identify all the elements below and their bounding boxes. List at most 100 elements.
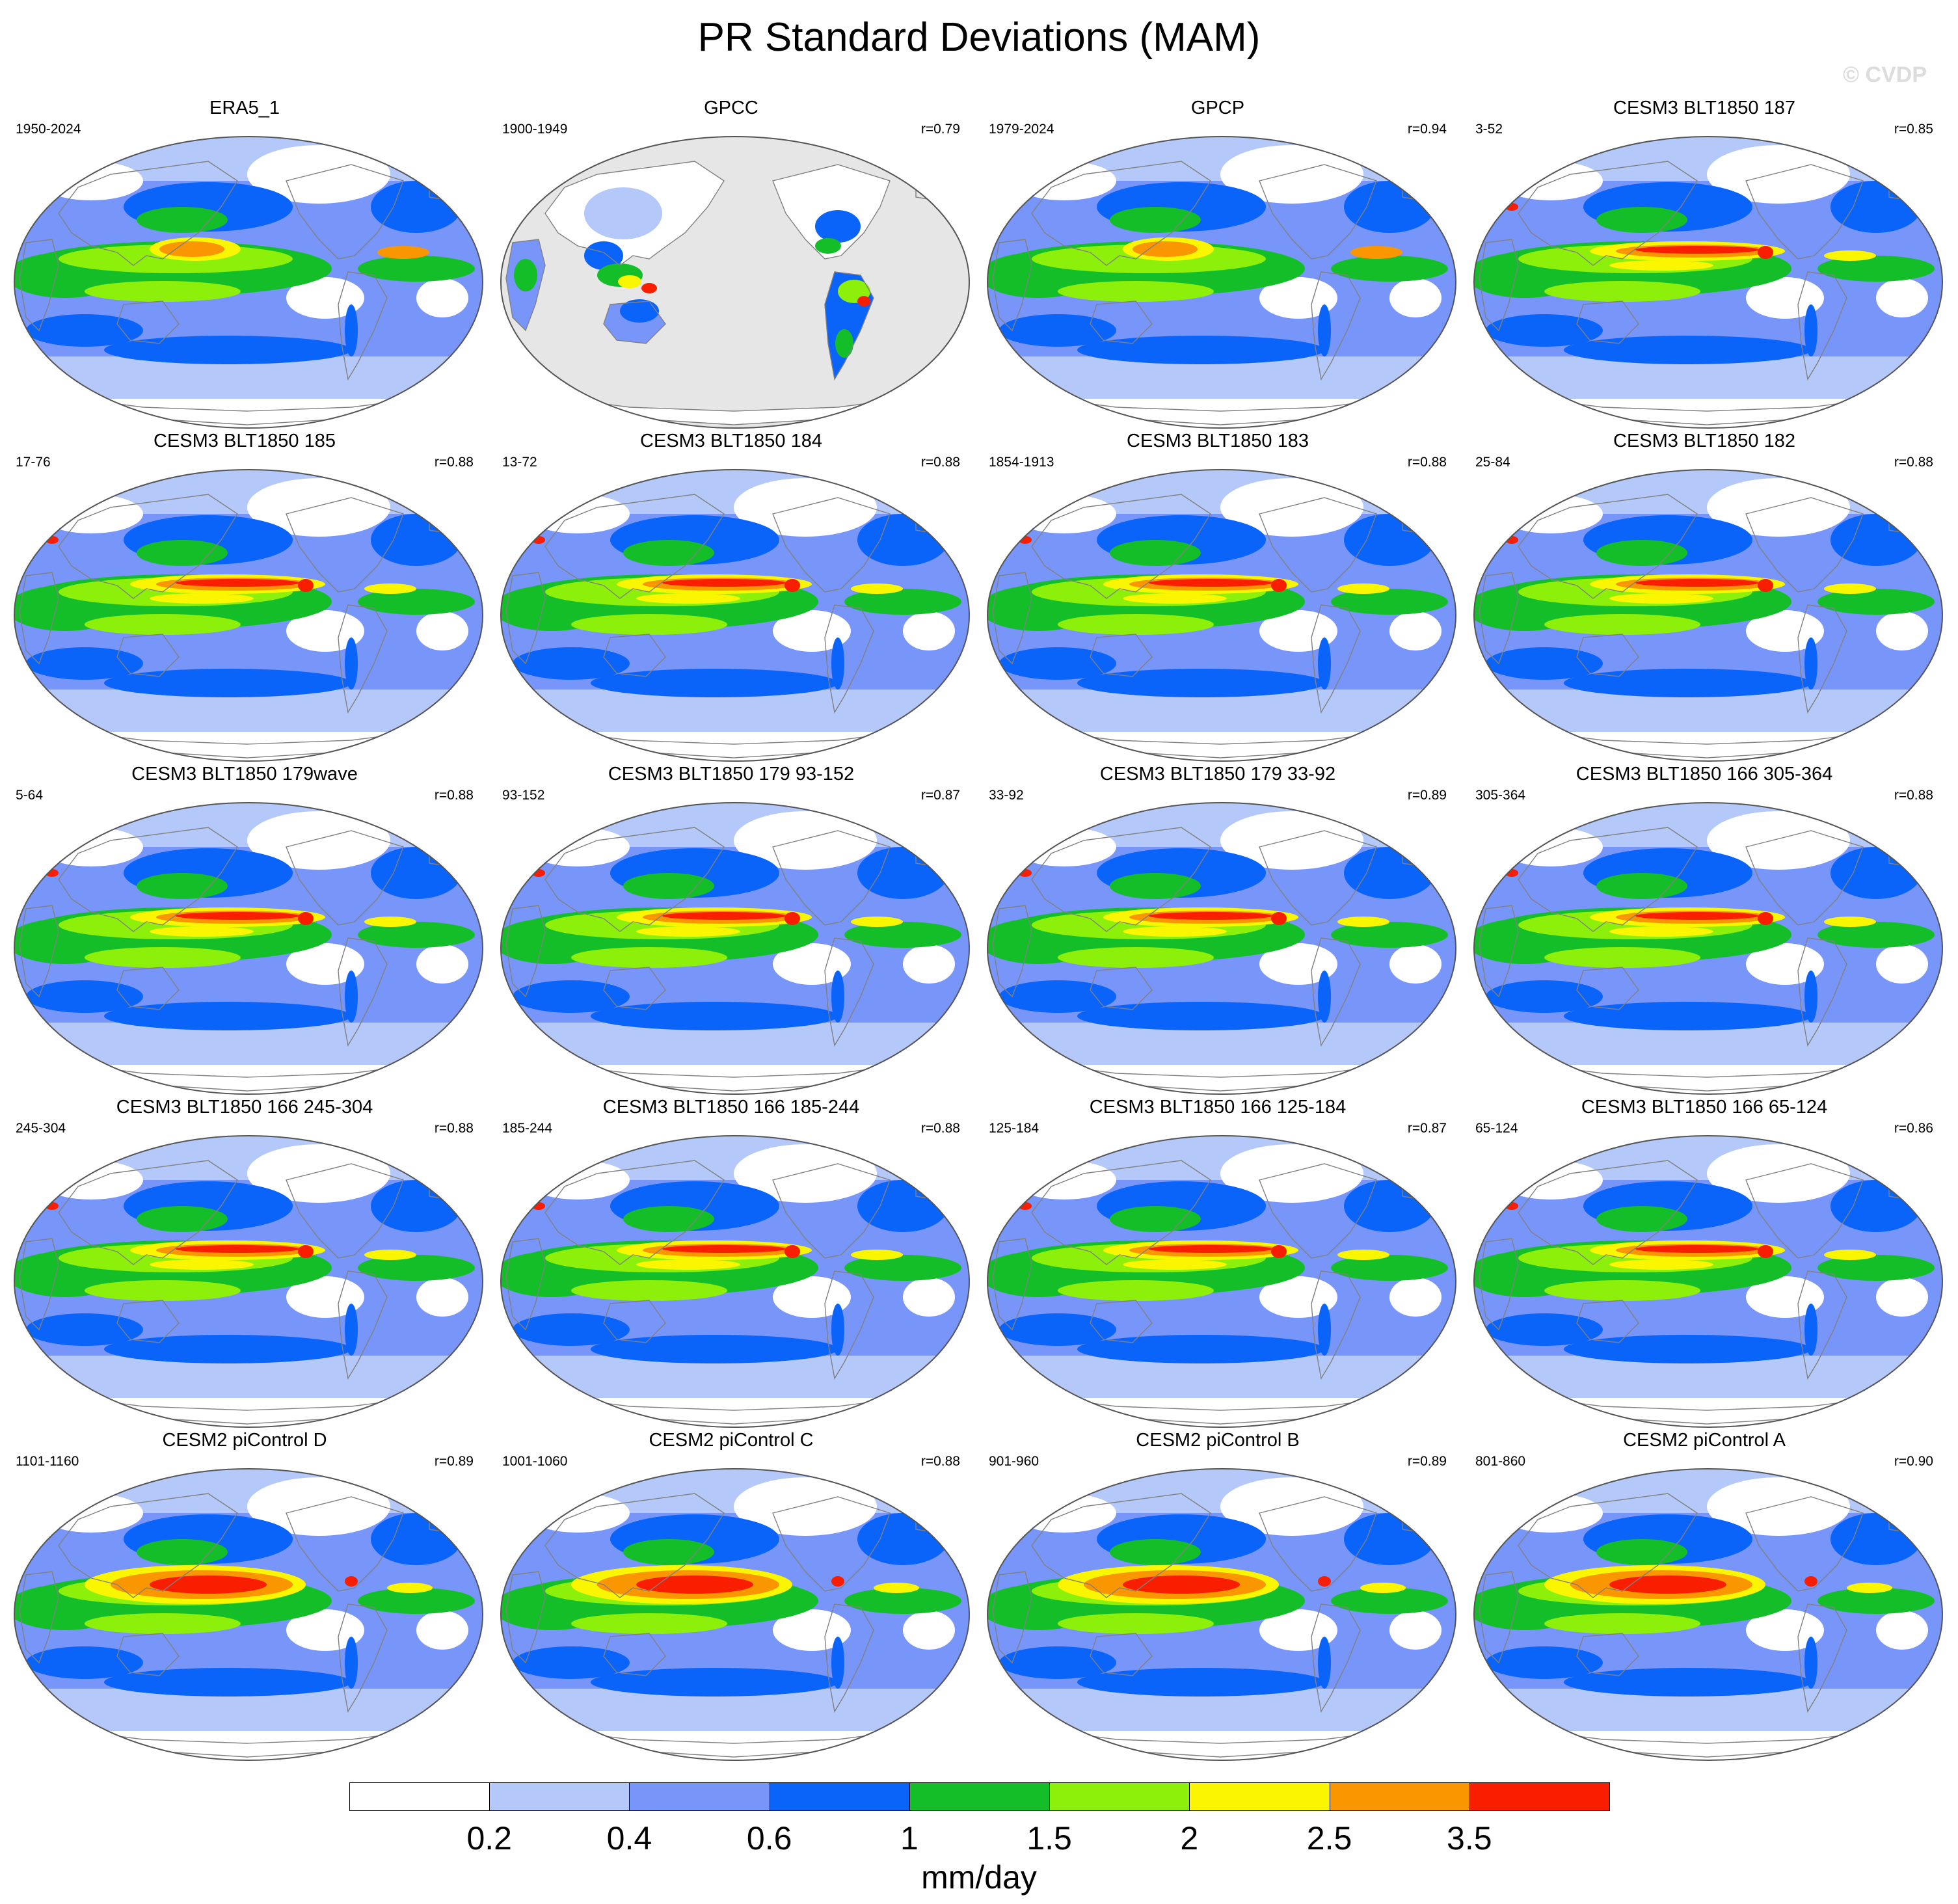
- coastline-samerica: [824, 937, 874, 1047]
- coastline-australia: [603, 1300, 666, 1343]
- coastline-namerica: [1745, 497, 1864, 593]
- equatorial-pacific-max: [1635, 1245, 1759, 1253]
- southern-storm-track: [999, 980, 1116, 1013]
- atlantic-max: [1337, 917, 1389, 927]
- southern-storm-track: [1564, 1335, 1811, 1363]
- siberia-dry-area: [39, 1494, 143, 1533]
- colorbar-swatch: [1469, 1782, 1610, 1811]
- east-pacific-max: [1758, 246, 1773, 259]
- robinson-map: [500, 136, 970, 429]
- arctic-dry-area: [247, 811, 390, 870]
- panel-pattern-correlation: r=0.89: [1407, 1454, 1447, 1469]
- panel-year-range: 1979-2024: [989, 122, 1054, 137]
- atlantic-max: [851, 917, 903, 927]
- se-atlantic-dry-zone: [903, 945, 955, 984]
- double-itcz: [1123, 1259, 1227, 1270]
- coastline-africa: [1479, 905, 1519, 998]
- coastline-namerica: [1259, 497, 1377, 593]
- map-outline: [500, 469, 970, 762]
- coastline-samerica: [824, 271, 874, 381]
- atlantic-itcz: [844, 1255, 961, 1281]
- coastline-australia: [1576, 1633, 1639, 1676]
- southern-storm-track: [999, 1313, 1116, 1346]
- southern-storm-track: [104, 336, 351, 364]
- southern-storm-track: [513, 1646, 630, 1679]
- east-pacific-max: [1758, 579, 1773, 592]
- se-pacific-dry-zone: [1259, 943, 1337, 985]
- coastline-samerica: [338, 937, 388, 1047]
- map-outline: [14, 136, 483, 429]
- coastline-namerica: [1259, 830, 1377, 926]
- se-atlantic-dry-zone: [416, 1278, 468, 1317]
- southern-storm-track: [1486, 980, 1603, 1013]
- coastline-namerica: [286, 497, 404, 593]
- map-panel: CESM3 BLT1850 179 33-92 33-92 r=0.89: [977, 762, 1458, 1095]
- atlantic-itcz: [1331, 589, 1448, 615]
- kuroshio-precip: [137, 207, 228, 233]
- map-panel: CESM3 BLT1850 182 25-84 r=0.88: [1464, 429, 1945, 762]
- atlantic-max: [874, 1583, 919, 1593]
- panel-title: CESM3 BLT1850 187: [1613, 98, 1795, 118]
- siberia-dry-area: [39, 827, 143, 866]
- double-itcz: [1609, 593, 1713, 604]
- panel-year-range: 125-184: [989, 1121, 1039, 1136]
- central-pacific-max: [1133, 241, 1198, 257]
- coastline-australia: [1090, 301, 1153, 344]
- coastline-samerica: [1797, 271, 1847, 381]
- southern-storm-track: [1486, 1313, 1603, 1346]
- panel-title: CESM3 BLT1850 166 65-124: [1581, 1097, 1828, 1118]
- southern-storm-track: [26, 1313, 143, 1346]
- coastline-australia: [116, 1633, 180, 1676]
- kuroshio-precip: [137, 1206, 228, 1232]
- spcz-core: [1058, 614, 1214, 635]
- coastline-samerica: [1797, 604, 1847, 714]
- equatorial-pacific-max: [1149, 1245, 1272, 1253]
- spcz-core: [1058, 947, 1214, 968]
- colorbar-swatch: [1049, 1782, 1190, 1811]
- map-panel: GPCC 1900-1949 r=0.79: [490, 96, 972, 429]
- kuroshio-precip: [1596, 1206, 1687, 1232]
- panel-title: CESM3 BLT1850 179wave: [131, 764, 358, 784]
- spcz-core: [571, 614, 727, 635]
- coastline-namerica: [286, 164, 404, 260]
- panel-title: CESM3 BLT1850 185: [154, 431, 336, 451]
- precip-blob: [815, 238, 841, 254]
- coastline-australia: [1576, 1300, 1639, 1343]
- spcz-core: [85, 947, 241, 968]
- panel-title: CESM3 BLT1850 166 185-244: [602, 1097, 860, 1118]
- siberia-dry-area: [1012, 1494, 1116, 1533]
- siberia-dry-area: [1499, 494, 1603, 533]
- precip-field: [1474, 1136, 1942, 1427]
- coastline-samerica: [1311, 271, 1361, 381]
- east-pacific-max: [345, 1576, 358, 1587]
- map-outline: [1473, 1135, 1943, 1428]
- double-itcz: [150, 926, 254, 937]
- andes-feature: [831, 1637, 844, 1689]
- coastline-africa: [1479, 1571, 1519, 1664]
- atlantic-max: [1824, 1250, 1876, 1260]
- spcz-core: [85, 614, 241, 635]
- coastline-samerica: [1311, 1603, 1361, 1713]
- southern-storm-track: [1077, 1002, 1324, 1030]
- coastline-africa: [505, 239, 546, 332]
- panel-pattern-correlation: r=0.79: [920, 122, 960, 137]
- cvdp-watermark: © CVDP: [1843, 62, 1927, 87]
- panel-year-range: 33-92: [989, 788, 1024, 803]
- atlantic-itcz: [358, 256, 475, 282]
- panel-year-range: 17-76: [16, 455, 51, 470]
- panel-title: GPCP: [1190, 98, 1245, 118]
- panel-year-range: 901-960: [989, 1454, 1039, 1469]
- panel-pattern-correlation: r=0.88: [920, 1454, 960, 1469]
- panel-title: CESM3 BLT1850 183: [1127, 431, 1309, 451]
- warm-pool-max: [150, 1575, 267, 1594]
- atlantic-itcz: [358, 922, 475, 948]
- coastline-samerica: [1311, 937, 1361, 1047]
- colorbar-swatch: [769, 1782, 910, 1811]
- coastline-australia: [116, 634, 180, 677]
- colorbar: [349, 1782, 1610, 1812]
- southern-storm-track: [104, 1335, 351, 1363]
- atlantic-max: [851, 1250, 903, 1260]
- se-atlantic-dry-zone: [903, 1611, 955, 1650]
- se-atlantic-dry-zone: [1389, 945, 1442, 984]
- colorbar-tick-label: 1: [900, 1820, 919, 1857]
